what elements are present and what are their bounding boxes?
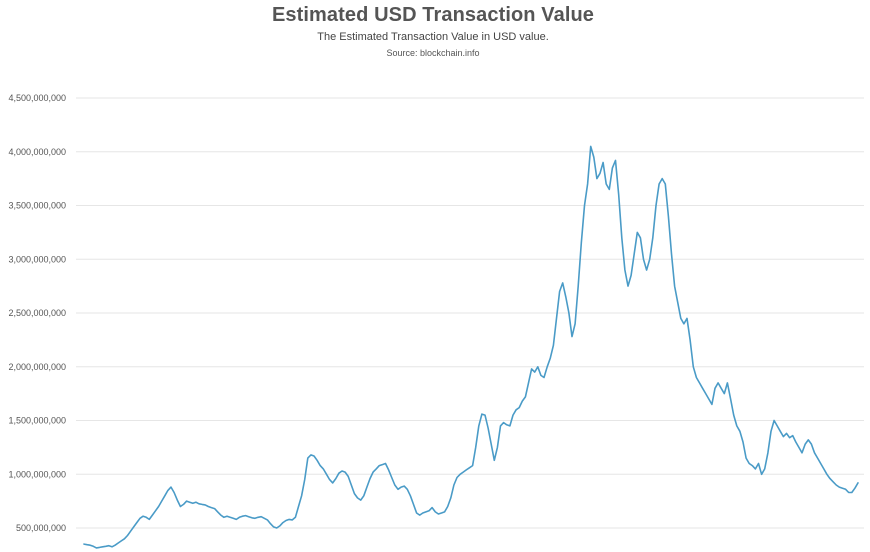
y-tick-label: 4,500,000,000 (8, 93, 66, 103)
y-tick-label: 2,500,000,000 (8, 308, 66, 318)
chart-source: Source: blockchain.info (386, 48, 480, 58)
series-line (83, 145, 859, 549)
y-tick-label: 4,000,000,000 (8, 147, 66, 157)
chart-title: Estimated USD Transaction Value (271, 4, 595, 26)
y-tick-label: 2,000,000,000 (8, 362, 66, 372)
y-tick-label: 1,500,000,000 (8, 416, 66, 426)
y-tick-label: 1,000,000,000 (8, 469, 66, 479)
chart-subtitle: The Estimated Transaction Value in USD v… (317, 31, 549, 43)
y-axis-tick-labels: 500,000,000 1,000,000,000 1,500,000,000 2,0… (8, 93, 66, 533)
y-tick-label: 3,000,000,000 (8, 254, 66, 264)
gridlines (76, 97, 864, 529)
y-tick-label: 500,000,000 (16, 523, 66, 533)
y-tick-label: 3,500,000,000 (8, 201, 66, 211)
